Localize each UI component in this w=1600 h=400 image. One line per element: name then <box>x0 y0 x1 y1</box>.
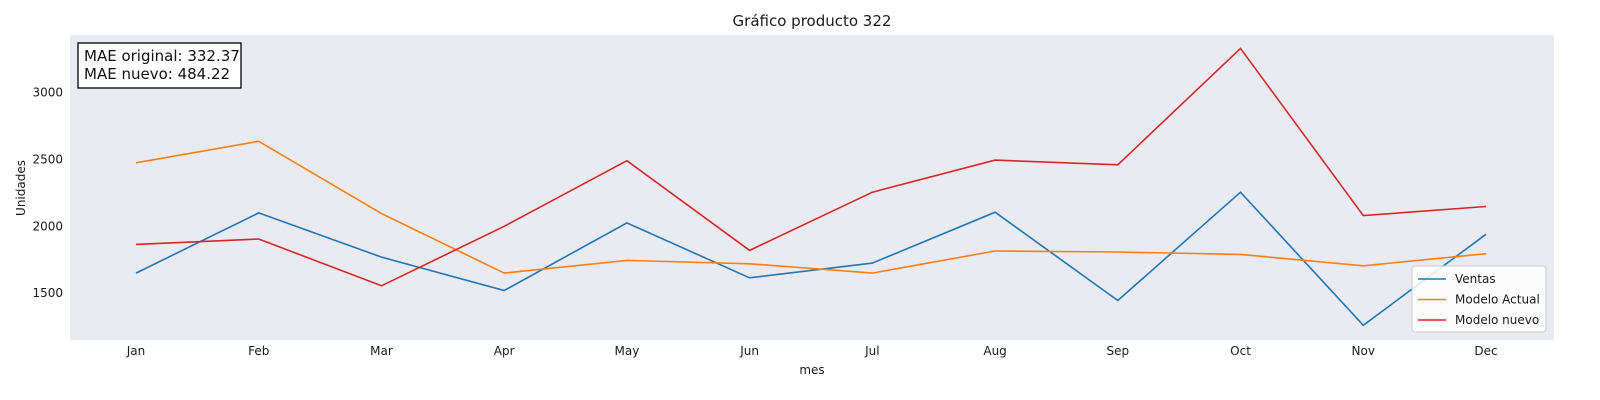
mae-original-text: MAE original: 332.37 <box>84 47 240 65</box>
legend: Ventas Modelo Actual Modelo nuevo <box>1411 265 1547 333</box>
legend-label-modelo-actual: Modelo Actual <box>1455 293 1540 307</box>
y-axis: 1500 2000 2500 3000 <box>32 86 63 301</box>
x-axis: Jan Feb Mar Apr May Jun Jul Aug Sep Oct Nov Dec <box>126 344 1498 358</box>
y-tick-label: 3000 <box>32 86 63 100</box>
x-tick-label: Apr <box>494 344 515 358</box>
x-tick-label: Aug <box>983 344 1006 358</box>
legend-frame <box>1411 265 1547 333</box>
series-line-modelo-actual <box>135 140 1487 274</box>
x-tick-label: Nov <box>1352 344 1375 358</box>
x-tick-label: Dec <box>1474 344 1497 358</box>
plot-area <box>70 35 1554 340</box>
x-tick-label: Jun <box>739 344 759 358</box>
mae-annotation-box: MAE original: 332.37 MAE nuevo: 484.22 <box>77 42 242 89</box>
x-tick-label: Jul <box>864 344 879 358</box>
x-tick-label: Feb <box>248 344 269 358</box>
y-axis-label: Unidades <box>14 160 28 216</box>
y-tick-label: 2000 <box>32 219 63 233</box>
x-tick-label: Mar <box>370 344 393 358</box>
chart-title: Gráfico producto 322 <box>733 12 892 30</box>
legend-label-ventas: Ventas <box>1455 272 1496 286</box>
y-tick-label: 1500 <box>32 286 63 300</box>
series-lines <box>135 47 1487 327</box>
y-tick-label: 2500 <box>32 152 63 166</box>
x-tick-label: May <box>615 344 640 358</box>
mae-box-frame <box>77 42 242 89</box>
mae-nuevo-text: MAE nuevo: 484.22 <box>84 65 230 83</box>
legend-label-modelo-nuevo: Modelo nuevo <box>1455 313 1539 327</box>
x-axis-label: mes <box>799 363 824 377</box>
x-tick-label: Oct <box>1230 344 1251 358</box>
series-line-modelo-nuevo <box>135 47 1487 287</box>
series-line-ventas <box>135 191 1487 327</box>
x-tick-label: Sep <box>1107 344 1130 358</box>
x-tick-label: Jan <box>126 344 146 358</box>
